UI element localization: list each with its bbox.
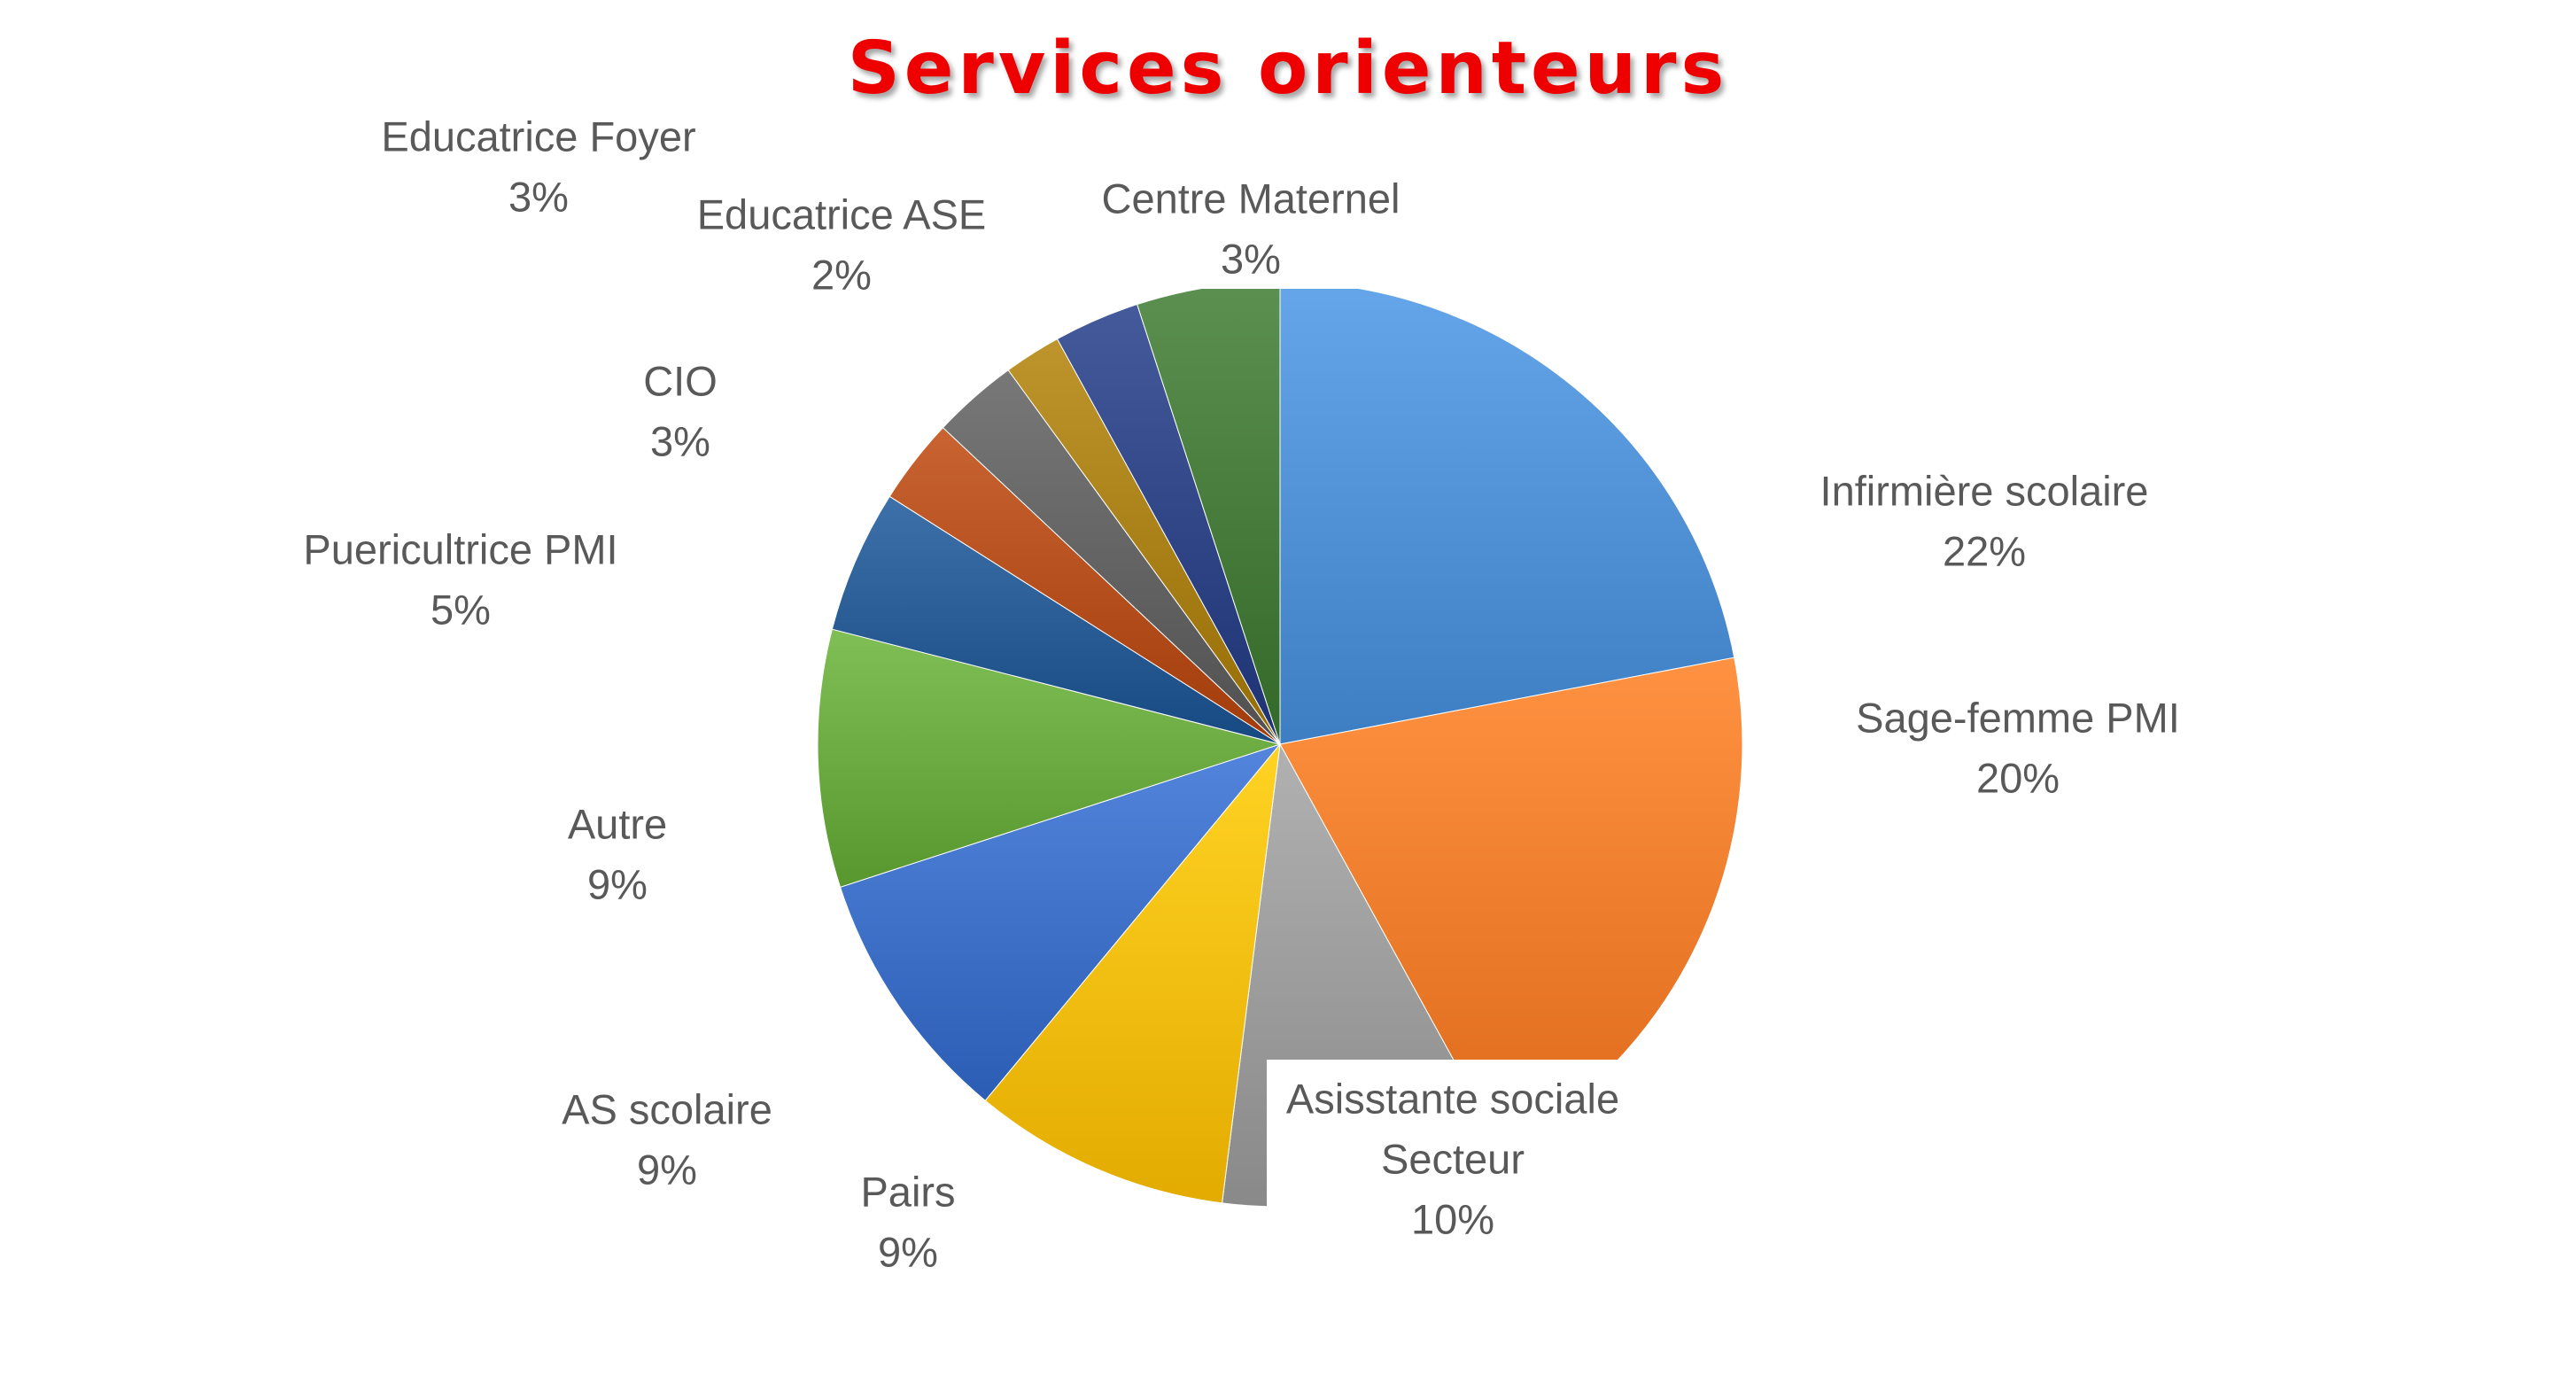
pie-labels: Infirmière scolaire 22% Sage-femme PMI 20% A…	[303, 113, 2179, 1275]
slice-value-label: 2%	[811, 251, 872, 298]
slice-label-group-5: AS scolaire 9%	[562, 1085, 772, 1193]
slice-value-label: 5%	[431, 586, 491, 633]
slice-label: Centre Maternel	[1102, 175, 1401, 221]
slice-label-group-8: CIO 3%	[643, 357, 718, 464]
slice-label: CIO	[643, 357, 718, 404]
pie-slice-1	[1279, 281, 1735, 745]
pie-slice-7	[831, 495, 1281, 745]
label-background	[1267, 1060, 1639, 1249]
slice-value-label: 3%	[1221, 235, 1281, 282]
pie-slices	[817, 281, 1743, 1208]
slice-label: Sage-femme PMI	[1856, 694, 2180, 741]
slice-value-label: 20%	[1976, 754, 2060, 801]
slice-value-label: 9%	[587, 860, 648, 907]
slice-label: Pairs	[860, 1168, 955, 1215]
chart-title: Services orienteurs	[847, 27, 1729, 111]
pie-slice-6	[817, 628, 1282, 888]
slice-label: Asisstante sociale	[1286, 1075, 1619, 1122]
slice-label: Educatrice ASE	[697, 190, 987, 237]
slice-value-label: 10%	[1411, 1195, 1494, 1242]
slice-value-label: 9%	[878, 1228, 938, 1275]
slice-label-group-11: Centre Maternel 3%	[1082, 159, 1419, 289]
pie-slice-4	[984, 742, 1281, 1204]
slice-label-group-4: Pairs 9%	[860, 1168, 955, 1275]
slice-label-group-2: Sage-femme PMI 20%	[1856, 694, 2180, 801]
slice-label: Puericultrice PMI	[303, 525, 617, 572]
slice-value-label: 3%	[650, 417, 710, 464]
slice-label-group-9: Educatrice Foyer 3%	[381, 113, 695, 220]
slice-value-label: 3%	[508, 173, 569, 220]
slice-value-label: 22%	[1943, 527, 2026, 574]
slice-label-group-6: Autre 9%	[568, 800, 667, 907]
slice-label: Educatrice Foyer	[381, 113, 695, 159]
slice-label: Secteur	[1381, 1135, 1525, 1182]
slice-label: Autre	[568, 800, 667, 847]
pie-slice-5	[839, 742, 1282, 1101]
slice-label-group-7: Puericultrice PMI 5%	[303, 525, 617, 633]
slice-label-group-1: Infirmière scolaire 22%	[1820, 467, 2149, 574]
label-background	[1082, 159, 1419, 289]
slice-label: Infirmière scolaire	[1820, 467, 2149, 514]
slice-label: AS scolaire	[562, 1085, 772, 1132]
slice-value-label: 9%	[637, 1146, 697, 1193]
slice-label-group-3: Asisstante sociale Secteur 10%	[1267, 1060, 1639, 1249]
slice-label-group-10: Educatrice ASE 2%	[697, 190, 987, 298]
